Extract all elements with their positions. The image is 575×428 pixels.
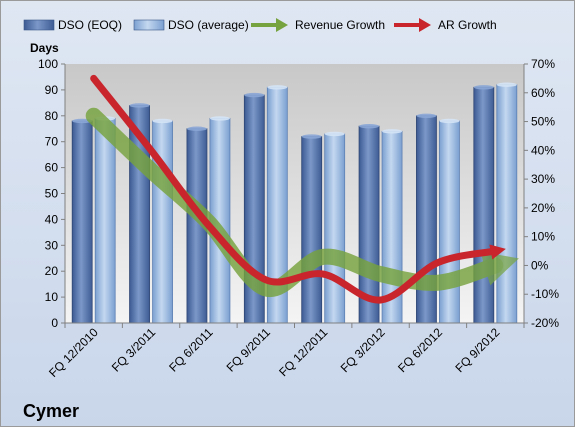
bar-top-cap [301,134,322,139]
growth-lines [85,74,519,304]
left-tick-label: 100 [38,57,58,71]
left-tick-label: 90 [45,83,59,97]
bar-top-cap [473,85,494,90]
bar-top-cap [152,118,173,124]
bar-top-cap [129,103,150,108]
bar-top-cap [186,126,207,131]
bar-top-cap [416,113,437,119]
ar-growth-line [90,74,506,304]
right-tick-label: 20% [531,201,555,215]
left-tick-label: 20 [45,264,59,278]
x-tick-label: FQ 3/2011 [109,325,159,375]
legend-swatch [23,19,55,31]
right-tick-label: 40% [531,143,555,157]
x-tick-label: FQ 12/2010 [46,325,101,380]
legend-label: DSO (EOQ) [58,18,122,32]
bar-dso-average [439,120,460,324]
bar-dso-average [324,133,346,324]
x-tick-label: FQ 6/2012 [395,325,445,375]
legend-label: Revenue Growth [295,18,385,32]
right-tick-label: -10% [531,287,559,301]
bar-top-cap [359,123,380,129]
right-tick-label: 60% [531,86,555,100]
bar-top-cap [496,82,517,87]
bar-top-cap [382,129,403,134]
bar-dso-eoq [473,86,495,324]
left-tick-label: 30 [45,238,59,252]
left-tick-label: 60 [45,161,59,175]
legend-swatch [133,19,165,31]
left-tick-label: 10 [45,290,59,304]
right-tick-label: 70% [531,57,555,71]
legend-label: AR Growth [438,18,497,32]
left-tick-label: 70 [45,135,59,149]
bar-dso-average [496,84,518,324]
x-tick-label: FQ 3/2012 [338,325,388,375]
bar-dso-eoq [71,120,93,324]
company-name: Cymer [23,401,79,421]
x-tick-label: FQ 12/2011 [276,325,330,379]
x-tick-label: FQ 9/2011 [224,325,274,375]
x-tick-label: FQ 9/2012 [452,325,502,375]
bar-dso-average [94,117,116,324]
legend-arrow-icon [251,18,288,32]
right-tick-label: -20% [531,316,559,330]
left-tick-label: 40 [45,212,59,226]
left-tick-label: 80 [45,109,59,123]
bar-top-cap [439,118,460,124]
bar-top-cap [267,85,288,90]
left-tick-label: 0 [51,316,58,330]
bar-dso-eoq [301,136,323,324]
right-tick-label: 10% [531,230,555,244]
legend-arrow-icon [394,18,431,32]
right-tick-label: 30% [531,172,555,186]
bar-dso-eoq [416,115,437,324]
bar-top-cap [209,116,230,121]
bar-top-cap [324,131,345,137]
x-tick-label: FQ 6/2011 [166,325,216,375]
legend-label: DSO (average) [168,18,249,32]
right-tick-label: 0% [531,258,549,272]
right-tick-label: 50% [531,115,555,129]
left-tick-label: 50 [45,187,59,201]
legend: DSO (EOQ) DSO (average) Revenue Growth AR G… [23,18,497,32]
left-axis-label: Days [30,41,59,55]
bar-top-cap [244,92,265,98]
